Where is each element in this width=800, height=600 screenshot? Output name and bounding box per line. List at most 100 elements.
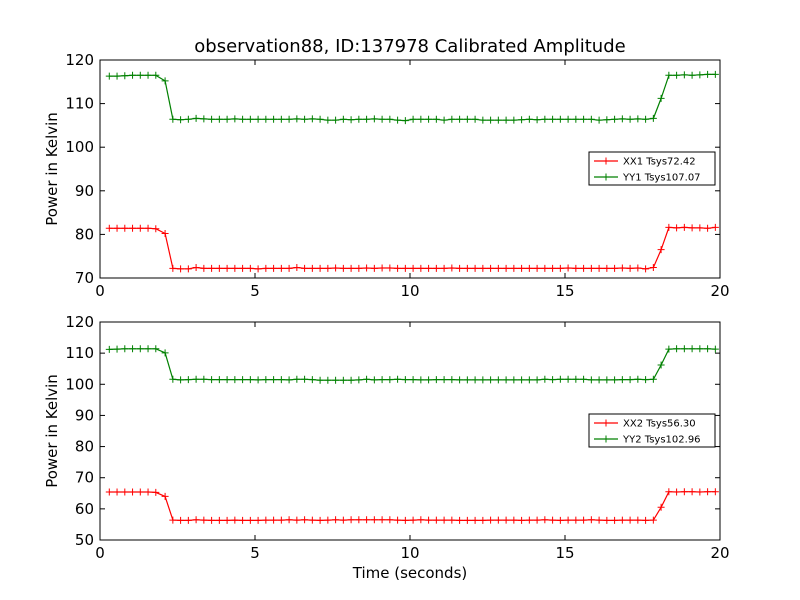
yy1-data-point <box>152 71 160 79</box>
xx2-data-point <box>285 516 293 524</box>
xx2-data-point <box>121 488 129 496</box>
x-tick-label: 10 <box>400 282 419 300</box>
xx2-data-point <box>324 516 332 524</box>
xx1-data-point <box>177 265 185 273</box>
xx2-data-point <box>618 516 626 524</box>
yy1-data-point <box>688 71 696 79</box>
top-subplot-series <box>105 70 719 273</box>
yy2-data-point <box>634 375 642 383</box>
yy1-data-point <box>184 115 192 123</box>
yy1-data-point <box>316 115 324 123</box>
xx1-series-line <box>109 226 716 270</box>
xx2-data-point <box>626 516 634 524</box>
xx1-data-point <box>113 224 121 232</box>
xx2-data-point <box>386 516 394 524</box>
yy2-data-point <box>239 376 247 384</box>
xx2-data-point <box>642 516 650 524</box>
xx1-data-point <box>223 264 231 272</box>
yy1-data-point <box>518 116 526 124</box>
xx1-data-point <box>105 224 113 232</box>
y-tick-label: 110 <box>65 344 94 362</box>
xx1-data-point <box>440 264 448 272</box>
yy1-series-line <box>109 73 716 122</box>
legend-swatch-marker <box>602 419 610 427</box>
yy1-data-point <box>634 115 642 123</box>
yy1-data-point <box>200 115 208 123</box>
xx2-data-point <box>208 516 216 524</box>
yy2-data-point <box>401 376 409 384</box>
y-tick-label: 110 <box>65 95 94 113</box>
yy2-data-point <box>680 345 688 353</box>
yy2-data-point <box>339 376 347 384</box>
xx2-data-point <box>363 516 371 524</box>
yy1-data-point <box>144 71 152 79</box>
xx2-data-point <box>587 516 595 524</box>
xx2-series-line <box>109 491 716 522</box>
xx1-data-point <box>611 264 619 272</box>
yy2-data-point <box>177 376 185 384</box>
xx1-data-point <box>239 264 247 272</box>
xx1-data-point <box>277 264 285 272</box>
xx1-data-point <box>432 264 440 272</box>
yy2-data-point <box>595 376 603 384</box>
legend-swatch-marker <box>602 173 610 181</box>
xx1-data-point <box>541 264 549 272</box>
xx1-data-point <box>208 264 216 272</box>
xx2-data-point <box>184 516 192 524</box>
yy2-series-line <box>109 348 716 381</box>
top-subplot-legend: XX1 Tsys72.42 YY1 Tsys107.07 <box>588 151 716 186</box>
yy2-data-point <box>494 376 502 384</box>
xx1-data-point <box>332 264 340 272</box>
yy1-data-point <box>332 116 340 124</box>
yy1-data-point <box>394 116 402 124</box>
yy1-data-point <box>549 115 557 123</box>
xx1-data-point <box>200 264 208 272</box>
xx1-data-point <box>401 264 409 272</box>
yy1-data-point <box>254 115 262 123</box>
xx1-data-point <box>564 264 572 272</box>
xx1-data-point <box>502 264 510 272</box>
xx2-data-point <box>525 516 533 524</box>
yy1-data-point <box>665 71 673 79</box>
yy1-data-point <box>649 114 657 122</box>
yy2-data-point <box>533 376 541 384</box>
xx2-data-point <box>665 488 673 496</box>
xx2-data-point <box>339 516 347 524</box>
legend-swatch-marker <box>602 157 610 165</box>
yy2-data-point <box>231 376 239 384</box>
xx1-data-point <box>231 264 239 272</box>
xx1-data-point <box>308 264 316 272</box>
yy1-data-point <box>618 115 626 123</box>
yy1-data-point <box>129 71 137 79</box>
yy1-data-point <box>355 115 363 123</box>
bottom-subplot-ylabel: Power in Kelvin <box>43 374 61 488</box>
xx1-data-point <box>254 265 262 273</box>
xx2-data-point <box>200 516 208 524</box>
yy1-data-point <box>587 115 595 123</box>
xx1-data-point <box>409 264 417 272</box>
yy2-data-point <box>308 376 316 384</box>
yy1-data-point <box>603 116 611 124</box>
yy2-data-point <box>549 376 557 384</box>
x-axis-label: Time (seconds) <box>352 564 468 582</box>
yy2-data-point <box>649 375 657 383</box>
xx2-data-point <box>494 516 502 524</box>
xx1-data-point <box>339 264 347 272</box>
xx2-data-point <box>262 516 270 524</box>
yy2-data-point <box>502 376 510 384</box>
yy1-data-point <box>246 115 254 123</box>
yy2-data-point <box>556 375 564 383</box>
yy1-data-point <box>401 117 409 125</box>
xx1-data-point <box>696 224 704 232</box>
yy1-data-point <box>285 115 293 123</box>
xx2-data-point <box>401 516 409 524</box>
xx2-data-point <box>417 516 425 524</box>
xx2-data-point <box>246 516 254 524</box>
xx1-data-point <box>448 264 456 272</box>
xx2-data-point <box>603 516 611 524</box>
xx2-data-point <box>456 516 464 524</box>
chart-title: observation88, ID:137978 Calibrated Ampl… <box>194 36 625 57</box>
yy1-data-point <box>192 114 200 122</box>
yy2-data-point <box>105 345 113 353</box>
